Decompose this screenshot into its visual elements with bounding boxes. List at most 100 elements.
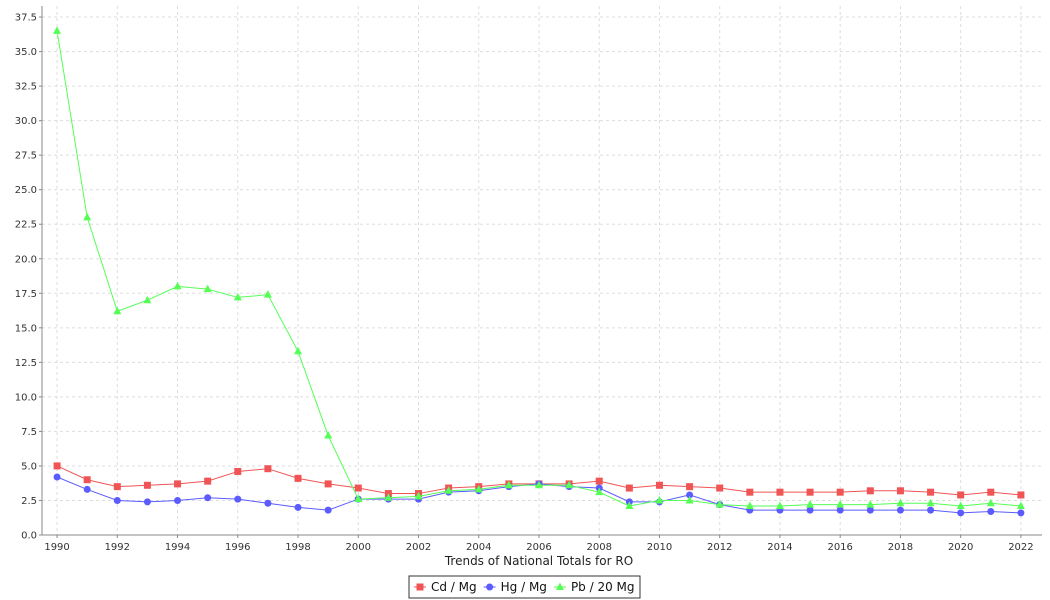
y-tick-label: 2.5	[21, 496, 37, 507]
data-point	[957, 509, 965, 517]
data-point	[474, 484, 483, 493]
data-point	[1017, 491, 1025, 499]
legend-label: Cd / Mg	[431, 580, 477, 594]
data-point	[746, 488, 754, 496]
legend-item: Pb / 20 Mg	[553, 580, 635, 594]
plot-area	[42, 6, 1042, 535]
data-point	[174, 480, 182, 488]
x-tick-label: 1990	[44, 542, 69, 553]
y-tick-label: 30.0	[15, 116, 37, 127]
y-tick-label: 12.5	[15, 358, 37, 369]
data-point	[354, 484, 362, 492]
x-tick-label: 2014	[767, 542, 792, 553]
y-tick-label: 15.0	[15, 323, 37, 334]
data-point	[866, 500, 875, 508]
data-point	[806, 488, 814, 496]
series-layer	[53, 26, 1025, 517]
data-point	[234, 467, 242, 475]
y-tick-label: 27.5	[15, 151, 37, 162]
data-point	[926, 498, 935, 507]
data-point	[836, 506, 844, 514]
data-point	[655, 495, 664, 504]
x-tick-label: 2020	[948, 542, 973, 553]
data-point	[264, 499, 272, 507]
y-tick-label: 35.0	[15, 47, 37, 58]
data-point	[987, 508, 995, 516]
legend-marker	[555, 582, 564, 590]
y-tick-label: 22.5	[15, 220, 37, 231]
data-point	[83, 485, 91, 493]
grid-lines	[42, 6, 1042, 536]
data-point	[174, 496, 182, 504]
y-tick-label: 20.0	[15, 254, 37, 265]
data-point	[83, 212, 92, 221]
data-point	[866, 487, 874, 495]
data-point	[685, 495, 694, 504]
x-tick-label: 1996	[225, 542, 250, 553]
y-tick-label: 7.5	[21, 427, 37, 438]
y-tick-label: 17.5	[15, 289, 37, 300]
data-point	[957, 491, 965, 499]
legend-marker	[486, 583, 494, 591]
data-point	[534, 480, 543, 489]
x-tick-label: 2018	[888, 542, 913, 553]
data-point	[896, 498, 905, 507]
data-point	[956, 501, 965, 509]
data-point	[806, 500, 815, 508]
data-point	[173, 281, 182, 290]
x-tick-label: 2012	[707, 542, 732, 553]
data-point	[504, 480, 513, 489]
y-axis-ticks: 0.0 2.5 5.0 7.5 10.0 12.5 15.0 17.5 20.0 22.5 25.0…	[15, 13, 42, 542]
data-point	[204, 494, 212, 502]
data-point	[294, 474, 302, 482]
data-point	[625, 501, 634, 509]
data-point	[836, 500, 845, 508]
data-point	[113, 496, 121, 504]
data-point	[927, 506, 935, 514]
data-point	[927, 488, 935, 496]
legend-item: Cd / Mg	[414, 580, 477, 594]
x-tick-label: 2016	[827, 542, 852, 553]
data-point	[625, 484, 633, 492]
y-tick-label: 0.0	[21, 531, 37, 542]
data-point	[294, 346, 303, 355]
data-point	[53, 473, 61, 481]
data-point	[595, 487, 604, 496]
legend: Cd / Mg Hg / Mg Pb / 20 Mg	[408, 575, 641, 599]
data-point	[263, 290, 272, 298]
legend-marker	[416, 583, 424, 591]
data-point	[324, 431, 333, 439]
data-point	[775, 501, 784, 509]
x-tick-label: 2006	[526, 542, 551, 553]
data-point	[53, 26, 62, 34]
data-point	[324, 506, 332, 514]
legend-box	[408, 575, 641, 599]
data-point	[896, 506, 904, 514]
data-point	[113, 306, 122, 315]
data-point	[806, 506, 814, 514]
x-tick-label: 2010	[647, 542, 672, 553]
y-tick-label: 32.5	[15, 82, 37, 93]
x-axis-title: Trends of National Totals for RO	[444, 554, 633, 568]
data-point	[686, 491, 694, 499]
data-point	[1016, 501, 1025, 509]
x-tick-label: 1994	[165, 542, 190, 553]
data-point	[1017, 509, 1025, 517]
data-point	[203, 284, 212, 293]
data-point	[745, 501, 754, 509]
x-tick-label: 1998	[285, 542, 310, 553]
data-point	[113, 483, 121, 491]
series-2	[53, 26, 1025, 509]
data-point	[776, 488, 784, 496]
data-point	[414, 491, 423, 500]
data-point	[384, 493, 393, 501]
data-point	[83, 476, 91, 484]
data-point	[53, 462, 61, 470]
data-point	[234, 495, 242, 503]
data-point	[565, 480, 574, 489]
data-point	[686, 483, 694, 491]
x-axis-ticks: 1990 1992 1994 1996 1998 2000 2002 2004 2006 2008…	[44, 535, 1034, 553]
data-point	[294, 503, 302, 511]
y-tick-label: 25.0	[15, 185, 37, 196]
